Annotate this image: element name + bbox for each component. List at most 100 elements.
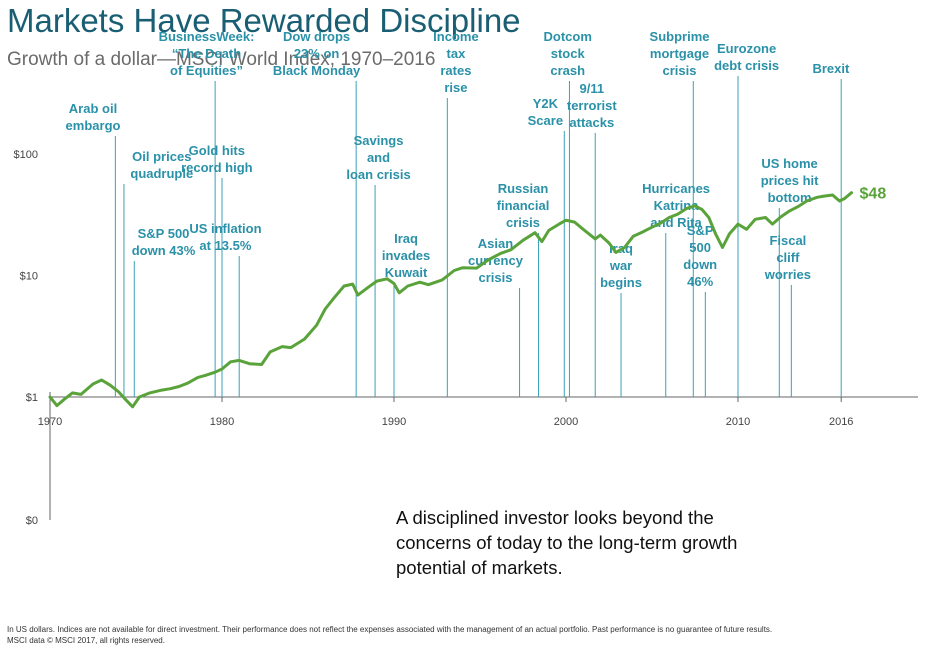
event-label: BusinessWeek: “The Death of Equities” xyxy=(159,29,255,78)
event-label-line: Income xyxy=(433,29,479,44)
chart-subtitle: Growth of a dollar—MSCI World Index, 197… xyxy=(7,49,436,70)
event-label-line: Fiscal xyxy=(769,233,806,248)
event-label-line: Iraq xyxy=(394,231,418,246)
event-label: US home prices hit bottom xyxy=(761,156,819,205)
event-label-line: Hurricanes xyxy=(642,181,710,196)
event-label: Y2K Scare xyxy=(528,96,563,128)
event-label-line: Y2K xyxy=(533,96,559,111)
event-label: Gold hits record high xyxy=(181,143,253,175)
event-label-line: crash xyxy=(550,63,585,78)
event-label-line: 500 xyxy=(689,240,711,255)
callout-text: A disciplined investor looks beyond the … xyxy=(396,505,816,580)
y-tick-label: $0 xyxy=(26,515,38,527)
series-layer: $48 xyxy=(48,186,887,409)
chart-axes xyxy=(49,392,918,520)
growth-chart: Arab oil embargo Oil prices quadruple S&P 50… xyxy=(14,29,918,527)
event-label-line: down xyxy=(683,257,717,272)
event-label-line: stock xyxy=(551,46,586,61)
event-label-line: Oil prices xyxy=(132,149,191,164)
event-label-line: debt crisis xyxy=(714,58,779,73)
callout-line: potential of markets. xyxy=(396,557,563,578)
x-tick-label: 2010 xyxy=(726,416,750,428)
event-label-line: 46% xyxy=(687,274,713,289)
event-label: 9/11 terrorist attacks xyxy=(567,81,618,130)
event-label-line: BusinessWeek: xyxy=(159,29,255,44)
event-label-line: loan crisis xyxy=(346,167,410,182)
event-label: Savings and loan crisis xyxy=(346,133,410,182)
event-label-line: mortgage xyxy=(650,46,709,61)
event-label: Iraq invades Kuwait xyxy=(382,231,430,280)
event-annotations: Arab oil embargo Oil prices quadruple S&P 50… xyxy=(66,29,850,397)
event-label-line: S&P xyxy=(687,223,714,238)
event-label-line: prices hit xyxy=(761,173,819,188)
event-label-line: worries xyxy=(764,267,811,282)
event-label-line: tax xyxy=(447,46,467,61)
event-label-line: crisis xyxy=(478,270,512,285)
event-label: Dotcom stock crash xyxy=(544,29,592,78)
event-label-line: Savings xyxy=(354,133,404,148)
end-value-label: $48 xyxy=(860,186,887,203)
event-label: Eurozone debt crisis xyxy=(714,41,779,73)
event-label: Fiscal cliff worries xyxy=(764,233,811,282)
event-label-line: “The Death xyxy=(172,46,241,61)
event-label-line: embargo xyxy=(66,118,121,133)
event-label-line: bottom xyxy=(768,190,812,205)
event-label: S&P 500 down 46% xyxy=(683,223,717,289)
footnote-copyright: MSCI data © MSCI 2017, all rights reserv… xyxy=(7,636,165,645)
event-label-line: Brexit xyxy=(812,61,850,76)
callout-line: A disciplined investor looks beyond the xyxy=(396,507,714,528)
event-label: Dow drops 23% on Black Monday xyxy=(273,29,361,78)
event-label-line: war xyxy=(609,258,632,273)
tick-labels: $100 $10 $1 $0 1970 1980 1990 2000 2010 2016 xyxy=(14,149,854,527)
x-tick-label: 2016 xyxy=(829,416,853,428)
event-label-line: of Equities” xyxy=(170,63,243,78)
event-label-line: at 13.5% xyxy=(199,238,251,253)
event-label-line: begins xyxy=(600,275,642,290)
y-tick-label: $100 xyxy=(14,149,38,161)
y-tick-label: $1 xyxy=(26,392,38,404)
x-tick-label: 1970 xyxy=(38,416,62,428)
event-label: US inflation at 13.5% xyxy=(189,221,261,253)
event-label-line: cliff xyxy=(776,250,800,265)
event-label: Brexit xyxy=(812,61,850,76)
callout-line: concerns of today to the long-term growt… xyxy=(396,532,738,553)
event-label: Oil prices quadruple xyxy=(130,149,193,181)
footnote: In US dollars. Indices are not available… xyxy=(7,624,772,646)
event-label-line: rates xyxy=(440,63,471,78)
event-label-line: down 43% xyxy=(132,243,196,258)
event-label-line: S&P 500 xyxy=(138,226,190,241)
event-label-line: quadruple xyxy=(130,166,193,181)
growth-line xyxy=(48,191,853,409)
event-label: Income tax rates rise xyxy=(433,29,479,95)
event-label-line: rise xyxy=(444,80,467,95)
chart-title: Markets Have Rewarded Discipline xyxy=(7,2,521,39)
event-label-line: Black Monday xyxy=(273,63,361,78)
event-label: Subprime mortgage crisis xyxy=(650,29,710,78)
event-label-line: Arab oil xyxy=(69,101,117,116)
event-label-line: Russian xyxy=(498,181,549,196)
event-label-line: US home xyxy=(761,156,817,171)
event-label-line: and xyxy=(367,150,390,165)
event-label-line: US inflation xyxy=(189,221,261,236)
event-label-line: Scare xyxy=(528,113,563,128)
event-label-line: and Rita xyxy=(650,215,702,230)
event-label-line: Dow drops xyxy=(283,29,350,44)
event-label-line: Dotcom xyxy=(544,29,592,44)
event-label-line: Subprime xyxy=(650,29,710,44)
event-label-line: terrorist xyxy=(567,98,618,113)
event-label: S&P 500 down 43% xyxy=(132,226,196,258)
event-label: Asian currency crisis xyxy=(468,236,524,285)
event-label-line: Kuwait xyxy=(385,265,428,280)
event-label-line: financial xyxy=(497,198,550,213)
event-label-line: invades xyxy=(382,248,430,263)
event-label-line: 9/11 xyxy=(580,81,605,96)
event-label-line: Asian xyxy=(478,236,513,251)
event-label-line: Gold hits xyxy=(189,143,245,158)
event-label-line: record high xyxy=(181,160,253,175)
x-tick-label: 1980 xyxy=(210,416,234,428)
event-label-line: crisis xyxy=(663,63,697,78)
event-label: Russian financial crisis xyxy=(497,181,550,230)
event-label-line: Eurozone xyxy=(717,41,776,56)
x-tick-label: 2000 xyxy=(554,416,578,428)
y-tick-label: $10 xyxy=(20,271,38,283)
